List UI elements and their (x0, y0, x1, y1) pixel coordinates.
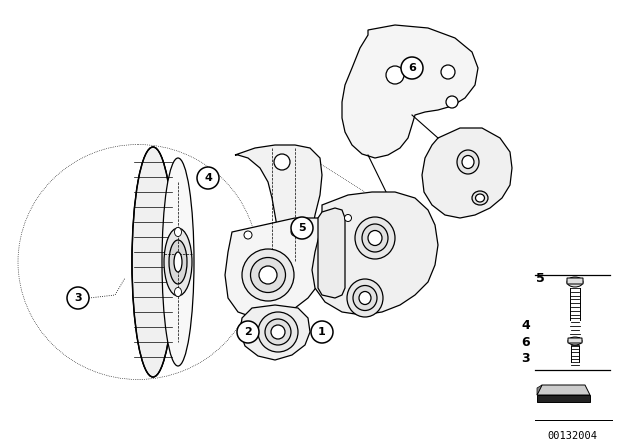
Ellipse shape (344, 215, 351, 221)
Ellipse shape (347, 279, 383, 317)
Polygon shape (537, 385, 590, 395)
Circle shape (401, 57, 423, 79)
Ellipse shape (250, 258, 285, 293)
Polygon shape (318, 208, 345, 298)
Text: 00132004: 00132004 (547, 431, 597, 441)
Ellipse shape (132, 147, 174, 377)
Ellipse shape (244, 231, 252, 239)
FancyBboxPatch shape (568, 338, 582, 343)
Polygon shape (225, 218, 328, 318)
Ellipse shape (174, 252, 182, 272)
Text: 4: 4 (204, 173, 212, 183)
Ellipse shape (164, 228, 192, 296)
Ellipse shape (175, 288, 182, 297)
Text: 6: 6 (522, 336, 530, 349)
Circle shape (311, 321, 333, 343)
Ellipse shape (476, 194, 484, 202)
Text: 1: 1 (318, 327, 326, 337)
Polygon shape (537, 395, 590, 402)
Text: 6: 6 (408, 63, 416, 73)
Polygon shape (342, 25, 478, 158)
Ellipse shape (265, 319, 291, 345)
Ellipse shape (169, 240, 187, 284)
Circle shape (291, 217, 313, 239)
Text: 2: 2 (244, 327, 252, 337)
Ellipse shape (162, 158, 194, 366)
Polygon shape (240, 305, 310, 360)
Ellipse shape (462, 155, 474, 168)
Text: 5: 5 (298, 223, 306, 233)
Ellipse shape (258, 312, 298, 352)
Polygon shape (422, 128, 512, 218)
Ellipse shape (457, 150, 479, 174)
Ellipse shape (567, 277, 583, 287)
Text: 3: 3 (522, 352, 530, 365)
Polygon shape (235, 145, 325, 265)
Circle shape (197, 167, 219, 189)
Ellipse shape (359, 292, 371, 305)
Text: 5: 5 (536, 271, 545, 284)
Ellipse shape (175, 228, 182, 237)
Ellipse shape (362, 224, 388, 252)
FancyBboxPatch shape (567, 278, 583, 284)
Ellipse shape (568, 337, 582, 345)
Ellipse shape (242, 249, 294, 301)
Ellipse shape (355, 217, 395, 259)
Ellipse shape (368, 231, 382, 246)
Text: 4: 4 (521, 319, 530, 332)
Circle shape (67, 287, 89, 309)
Polygon shape (312, 192, 438, 315)
Text: 3: 3 (74, 293, 82, 303)
Ellipse shape (274, 154, 290, 170)
Ellipse shape (441, 65, 455, 79)
Ellipse shape (386, 66, 404, 84)
Ellipse shape (353, 285, 377, 310)
Polygon shape (537, 385, 542, 395)
Ellipse shape (271, 325, 285, 339)
Ellipse shape (291, 228, 299, 236)
Ellipse shape (446, 96, 458, 108)
Ellipse shape (472, 191, 488, 205)
Ellipse shape (259, 266, 277, 284)
Circle shape (237, 321, 259, 343)
